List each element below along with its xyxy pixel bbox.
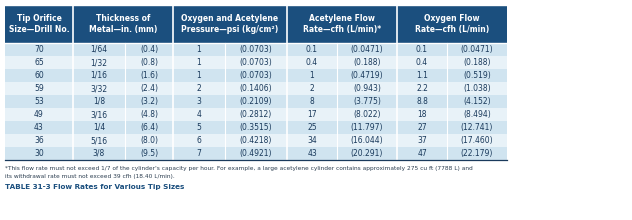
Text: TABLE 31-3 Flow Rates for Various Tip Sizes: TABLE 31-3 Flow Rates for Various Tip Si… xyxy=(5,184,185,190)
Text: (0.4719): (0.4719) xyxy=(351,71,384,80)
Text: (1.038): (1.038) xyxy=(463,84,491,93)
Text: 43: 43 xyxy=(307,149,317,158)
Text: (0.188): (0.188) xyxy=(353,58,380,67)
Text: (0.0703): (0.0703) xyxy=(240,71,272,80)
Text: 3: 3 xyxy=(197,97,202,106)
Text: 3/16: 3/16 xyxy=(90,110,107,119)
Text: Oxygen and Acetylene
Pressure—psi (kg/cm²): Oxygen and Acetylene Pressure—psi (kg/cm… xyxy=(181,14,279,34)
Text: 0.4: 0.4 xyxy=(306,58,318,67)
Bar xyxy=(5,134,507,147)
Text: 6: 6 xyxy=(197,136,202,145)
Text: (12.741): (12.741) xyxy=(461,123,493,132)
Text: Tip Orifice
Size—Drill No.: Tip Orifice Size—Drill No. xyxy=(9,14,70,34)
Text: (9.5): (9.5) xyxy=(140,149,158,158)
Text: its withdrawal rate must not exceed 39 cfh (18.40 L/min).: its withdrawal rate must not exceed 39 c… xyxy=(5,174,175,179)
Text: 2: 2 xyxy=(197,84,202,93)
Text: 53: 53 xyxy=(34,97,44,106)
Bar xyxy=(5,82,507,95)
Text: 1/16: 1/16 xyxy=(90,71,107,80)
Text: 2.2: 2.2 xyxy=(416,84,428,93)
Bar xyxy=(5,121,507,134)
Text: 47: 47 xyxy=(417,149,427,158)
Text: (0.519): (0.519) xyxy=(463,71,491,80)
Bar xyxy=(5,5,507,43)
Text: (1.6): (1.6) xyxy=(140,71,158,80)
Text: 0.4: 0.4 xyxy=(416,58,428,67)
Text: 1: 1 xyxy=(310,71,314,80)
Bar xyxy=(5,69,507,82)
Text: (3.2): (3.2) xyxy=(140,97,158,106)
Text: *This flow rate must not exceed 1/7 of the cylinder's capacity per hour. For exa: *This flow rate must not exceed 1/7 of t… xyxy=(5,166,473,171)
Text: 27: 27 xyxy=(417,123,427,132)
Text: (8.0): (8.0) xyxy=(140,136,158,145)
Text: 1.1: 1.1 xyxy=(416,71,428,80)
Text: (0.3515): (0.3515) xyxy=(240,123,272,132)
Text: (0.0703): (0.0703) xyxy=(240,58,272,67)
Text: (16.044): (16.044) xyxy=(351,136,384,145)
Text: (11.797): (11.797) xyxy=(351,123,383,132)
Text: (0.4): (0.4) xyxy=(140,45,158,54)
Text: 0.1: 0.1 xyxy=(306,45,318,54)
Text: (0.4218): (0.4218) xyxy=(240,136,272,145)
Text: 30: 30 xyxy=(34,149,44,158)
Text: 37: 37 xyxy=(417,136,427,145)
Text: 43: 43 xyxy=(34,123,44,132)
Text: 1/8: 1/8 xyxy=(93,97,105,106)
Text: 60: 60 xyxy=(34,71,44,80)
Text: (8.022): (8.022) xyxy=(353,110,380,119)
Text: (4.152): (4.152) xyxy=(463,97,491,106)
Text: (22.179): (22.179) xyxy=(461,149,493,158)
Text: 3/8: 3/8 xyxy=(93,149,105,158)
Bar xyxy=(5,43,507,56)
Text: Thickness of
Metal—in. (mm): Thickness of Metal—in. (mm) xyxy=(89,14,157,34)
Text: 8: 8 xyxy=(310,97,314,106)
Text: 36: 36 xyxy=(34,136,44,145)
Text: 49: 49 xyxy=(34,110,44,119)
Text: 1: 1 xyxy=(197,45,202,54)
Text: 3/32: 3/32 xyxy=(90,84,107,93)
Text: (0.0703): (0.0703) xyxy=(240,45,272,54)
Text: 1/4: 1/4 xyxy=(93,123,105,132)
Text: (4.8): (4.8) xyxy=(140,110,158,119)
Text: 1/64: 1/64 xyxy=(90,45,107,54)
Text: Oxygen Flow
Rate—cfh (L/min): Oxygen Flow Rate—cfh (L/min) xyxy=(415,14,489,34)
Text: 7: 7 xyxy=(197,149,202,158)
Text: (0.0471): (0.0471) xyxy=(351,45,384,54)
Text: (17.460): (17.460) xyxy=(461,136,494,145)
Text: (3.775): (3.775) xyxy=(353,97,381,106)
Text: 34: 34 xyxy=(307,136,317,145)
Bar xyxy=(5,56,507,69)
Text: 1: 1 xyxy=(197,71,202,80)
Text: (2.4): (2.4) xyxy=(140,84,158,93)
Text: 1: 1 xyxy=(197,58,202,67)
Text: (0.0471): (0.0471) xyxy=(461,45,494,54)
Text: 2: 2 xyxy=(310,84,314,93)
Text: 25: 25 xyxy=(307,123,317,132)
Bar xyxy=(5,147,507,160)
Text: 8.8: 8.8 xyxy=(416,97,428,106)
Text: 65: 65 xyxy=(34,58,44,67)
Text: (0.1406): (0.1406) xyxy=(240,84,272,93)
Text: 1/32: 1/32 xyxy=(90,58,107,67)
Text: 18: 18 xyxy=(417,110,427,119)
Text: (8.494): (8.494) xyxy=(463,110,491,119)
Text: (6.4): (6.4) xyxy=(140,123,158,132)
Text: (0.943): (0.943) xyxy=(353,84,381,93)
Text: (20.291): (20.291) xyxy=(351,149,383,158)
Text: 70: 70 xyxy=(34,45,44,54)
Text: (0.2812): (0.2812) xyxy=(240,110,272,119)
Text: 17: 17 xyxy=(307,110,317,119)
Text: 4: 4 xyxy=(197,110,202,119)
Text: 5: 5 xyxy=(197,123,202,132)
Bar xyxy=(5,108,507,121)
Text: (0.2109): (0.2109) xyxy=(240,97,272,106)
Bar xyxy=(5,95,507,108)
Text: 59: 59 xyxy=(34,84,44,93)
Text: 0.1: 0.1 xyxy=(416,45,428,54)
Text: 5/16: 5/16 xyxy=(90,136,107,145)
Text: (0.188): (0.188) xyxy=(463,58,491,67)
Text: Acetylene Flow
Rate—cfh (L/min)*: Acetylene Flow Rate—cfh (L/min)* xyxy=(303,14,381,34)
Text: (0.8): (0.8) xyxy=(140,58,158,67)
Text: (0.4921): (0.4921) xyxy=(240,149,272,158)
